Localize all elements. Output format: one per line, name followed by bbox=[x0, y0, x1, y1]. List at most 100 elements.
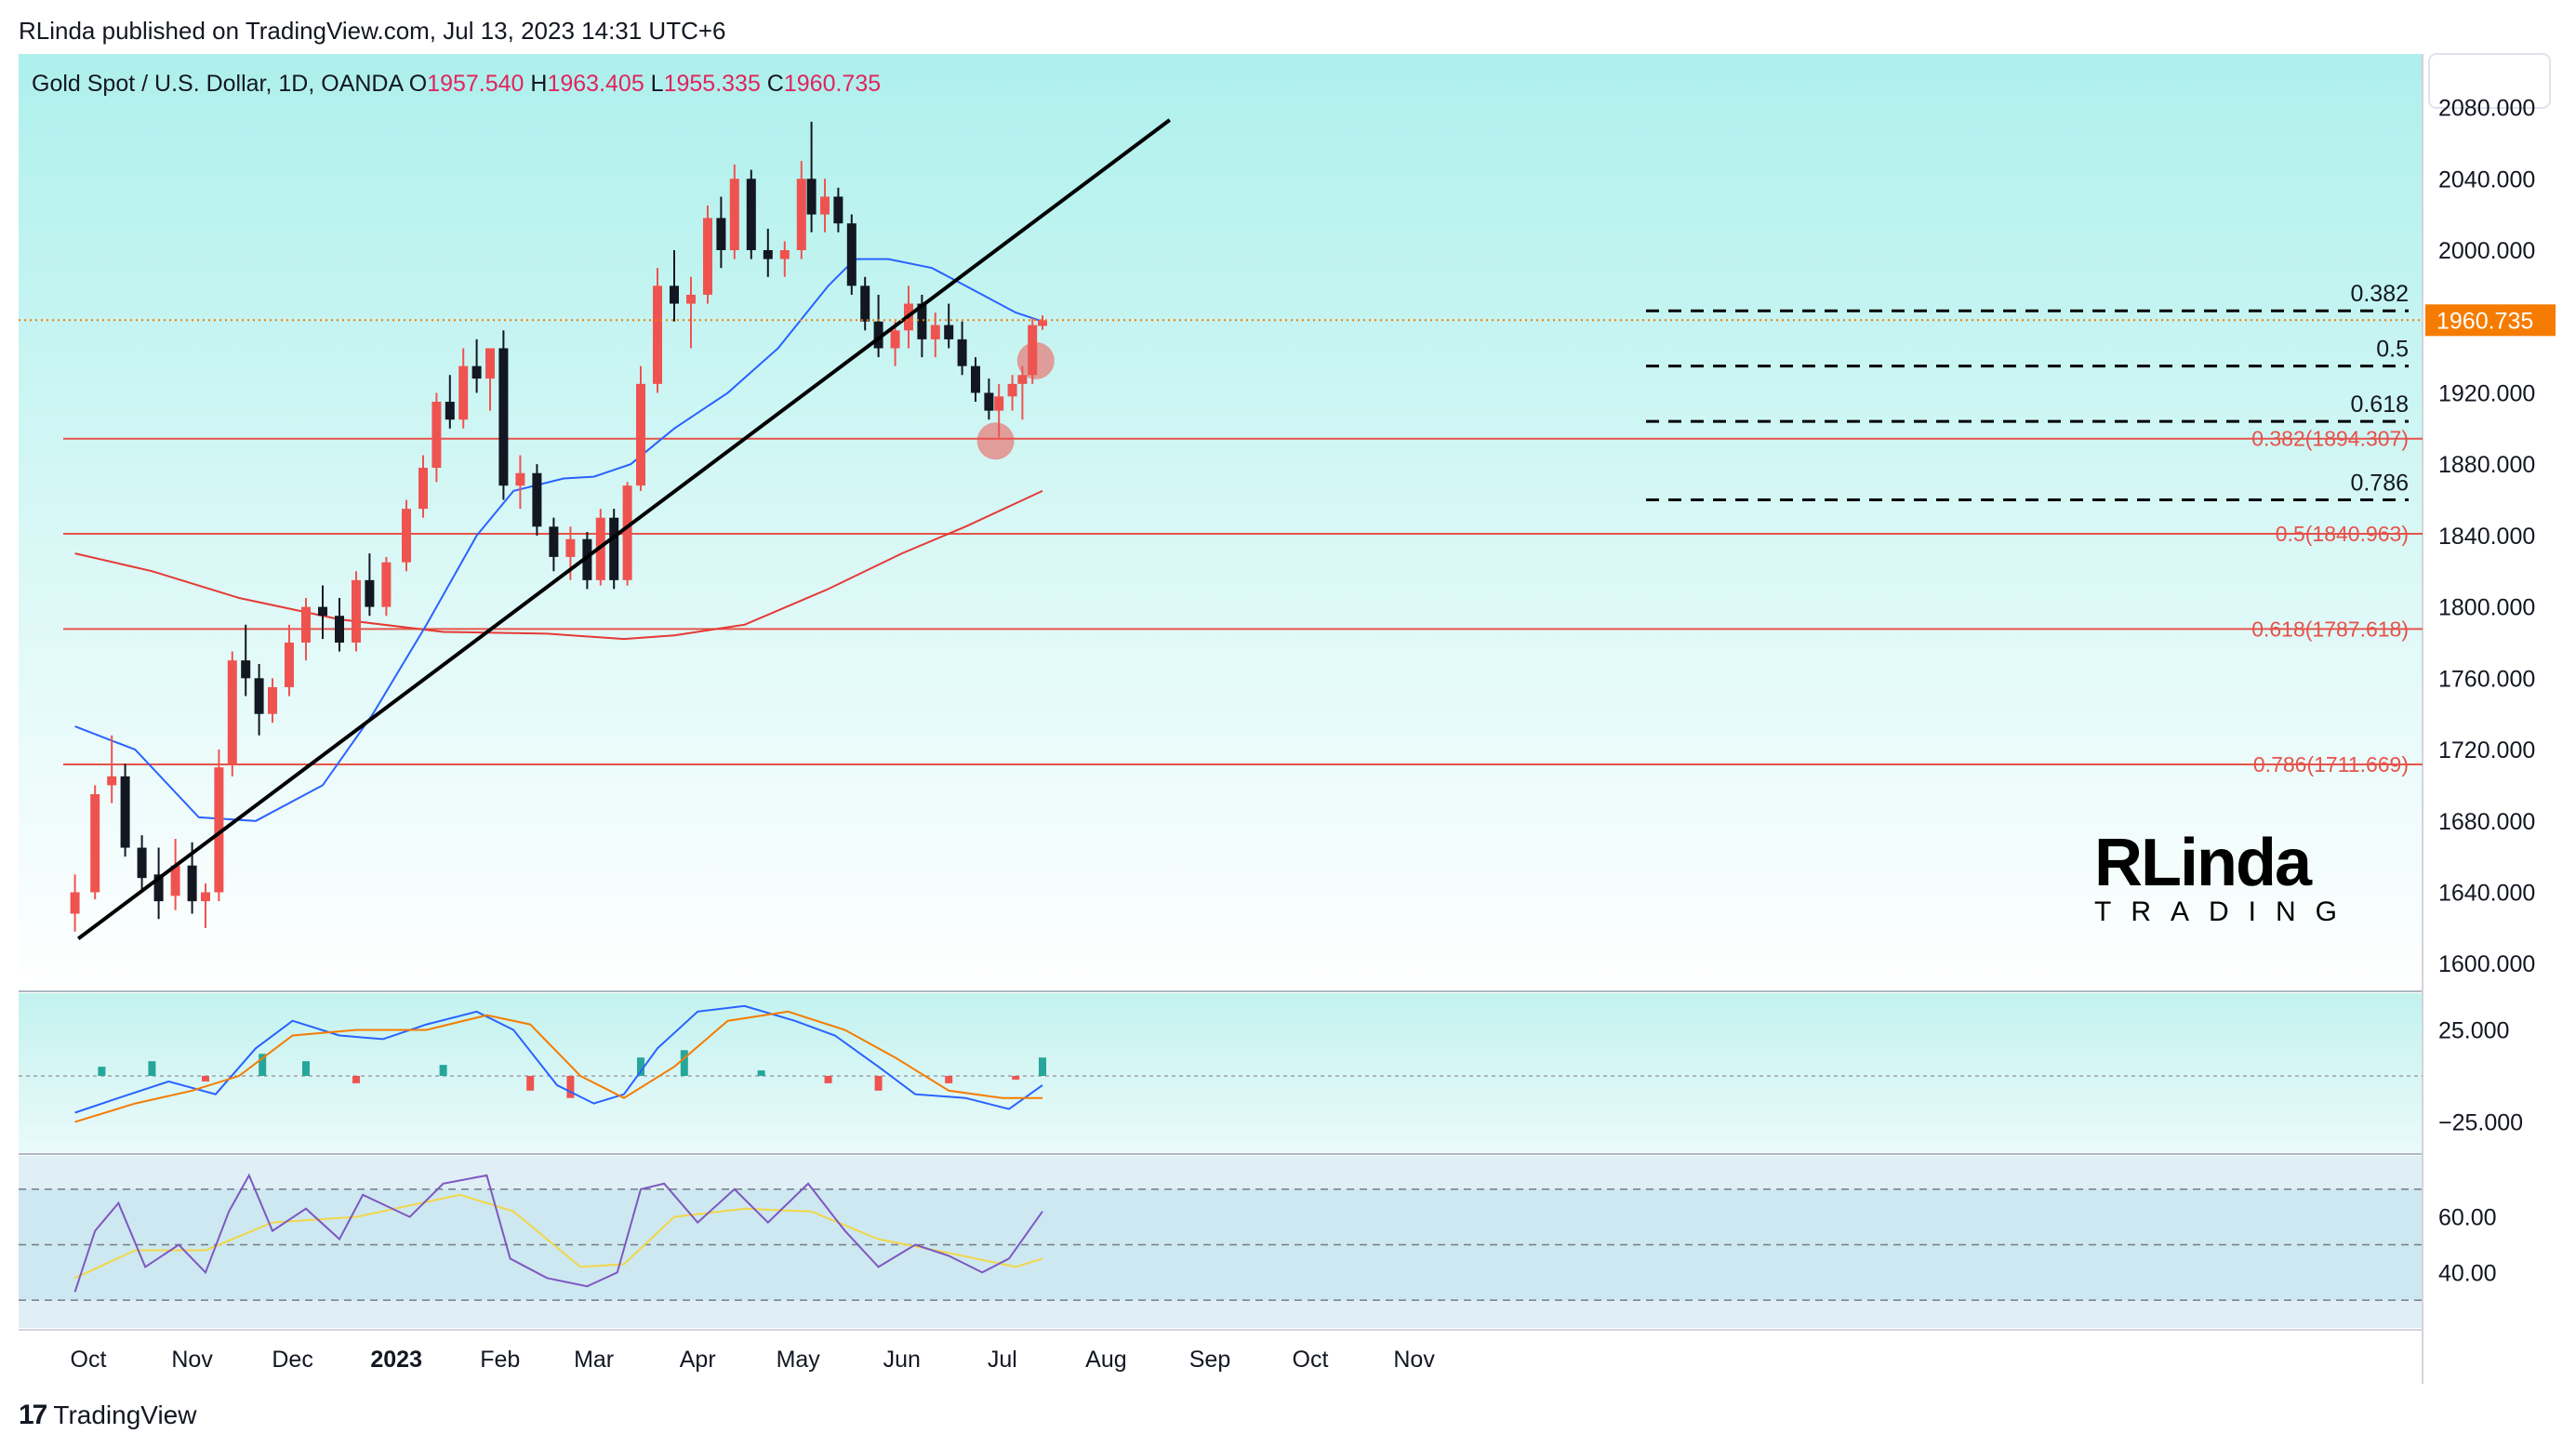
trendline-group[interactable] bbox=[76, 118, 1172, 940]
price-tick-label: 2080.000 bbox=[2438, 96, 2535, 122]
fib-level-label: 0.786(1711.669) bbox=[2253, 752, 2409, 777]
candle-body[interactable] bbox=[432, 402, 442, 468]
candle-body[interactable] bbox=[609, 517, 619, 580]
candle-body[interactable] bbox=[820, 196, 830, 215]
candle-body[interactable] bbox=[930, 325, 940, 339]
candle-body[interactable] bbox=[716, 218, 726, 250]
time-tick-label: Nov bbox=[1393, 1347, 1435, 1373]
candle-body[interactable] bbox=[170, 865, 180, 896]
candle-body[interactable] bbox=[565, 538, 576, 557]
footer-brand[interactable]: 17 TradingView bbox=[19, 1400, 196, 1431]
candle-body[interactable] bbox=[120, 776, 130, 848]
candle-body[interactable] bbox=[860, 285, 870, 322]
candle-body[interactable] bbox=[806, 179, 817, 215]
candle-body[interactable] bbox=[352, 579, 361, 643]
pivot-marker-low bbox=[976, 422, 1015, 460]
candle-body[interactable] bbox=[318, 606, 327, 617]
time-axis[interactable]: Oct Nov Dec 2023 Feb Mar Apr May Jun Jul Aug Sep Oct… bbox=[71, 1347, 1436, 1373]
candle-body[interactable] bbox=[498, 348, 509, 486]
candle-body[interactable] bbox=[890, 330, 900, 349]
ohlc-open: 1957.540 bbox=[427, 71, 530, 97]
candle-body[interactable] bbox=[365, 579, 375, 607]
price-tick-label: 2040.000 bbox=[2438, 166, 2535, 192]
macd-histogram-bar bbox=[202, 1075, 209, 1082]
candle-body[interactable] bbox=[703, 218, 712, 295]
macd-signal-line bbox=[74, 1010, 1042, 1123]
candle-body[interactable] bbox=[515, 472, 525, 486]
time-tick-label: Oct bbox=[71, 1347, 107, 1373]
candle-body[interactable] bbox=[582, 538, 592, 580]
candle-body[interactable] bbox=[70, 892, 80, 914]
candle-body[interactable] bbox=[763, 249, 773, 259]
time-tick-label: 2023 bbox=[370, 1347, 422, 1373]
candle-body[interactable] bbox=[549, 526, 559, 557]
candle-body[interactable] bbox=[957, 339, 967, 366]
candle-body[interactable] bbox=[418, 467, 428, 510]
candle-body[interactable] bbox=[445, 402, 455, 420]
candle-body[interactable] bbox=[746, 179, 756, 250]
candle-body[interactable] bbox=[944, 325, 954, 339]
candle-body[interactable] bbox=[917, 303, 927, 339]
candle-body[interactable] bbox=[833, 196, 843, 224]
time-tick-label: Jun bbox=[883, 1347, 921, 1373]
candle-body[interactable] bbox=[846, 223, 856, 286]
fib-retracement-group[interactable]: 0.382(1894.307) 0.5(1840.963) 0.618(1787.6… bbox=[63, 281, 2423, 777]
macd-histogram-bar bbox=[637, 1057, 644, 1076]
macd-histogram-bar bbox=[259, 1054, 267, 1076]
candle-body[interactable] bbox=[532, 472, 542, 527]
candle-body[interactable] bbox=[686, 294, 696, 304]
candle-body[interactable] bbox=[137, 847, 147, 879]
macd-pane-background bbox=[19, 993, 2423, 1153]
candle-body[interactable] bbox=[241, 660, 251, 679]
candle-body[interactable] bbox=[285, 642, 294, 687]
candle-body[interactable] bbox=[971, 365, 980, 393]
price-tick-label: 1640.000 bbox=[2438, 881, 2535, 907]
candle-body[interactable] bbox=[335, 616, 344, 643]
candle-body[interactable] bbox=[471, 365, 482, 379]
candle-body[interactable] bbox=[1007, 383, 1017, 397]
candle-body[interactable] bbox=[1017, 375, 1028, 384]
tradingview-logo-icon: 17 bbox=[19, 1400, 47, 1430]
candle-body[interactable] bbox=[622, 485, 632, 580]
candle-body[interactable] bbox=[187, 865, 197, 902]
price-axis[interactable]: 2080.0002040.0002000.0001960.0001920.000… bbox=[19, 96, 2556, 978]
ohlc-close: 1960.735 bbox=[784, 71, 881, 97]
candle-body[interactable] bbox=[1038, 320, 1047, 326]
macd-histogram-bar bbox=[302, 1061, 310, 1076]
rsi-pane[interactable]: 60.00 40.00 bbox=[19, 1173, 2497, 1301]
candle-body[interactable] bbox=[214, 767, 224, 893]
macd-histogram-bar bbox=[874, 1075, 883, 1091]
candle-body[interactable] bbox=[107, 776, 117, 786]
candle-body[interactable] bbox=[670, 285, 679, 304]
ema-fast-line bbox=[74, 258, 1043, 822]
candle-body[interactable] bbox=[796, 179, 806, 250]
candle-body[interactable] bbox=[227, 660, 237, 764]
macd-pane[interactable]: 25.000 −25.000 bbox=[19, 1004, 2523, 1136]
candle-body[interactable] bbox=[381, 562, 392, 607]
candle-body[interactable] bbox=[254, 678, 264, 714]
candle-body[interactable] bbox=[268, 686, 277, 714]
fib-minor-label: 0.382 bbox=[2350, 281, 2409, 307]
candle-body[interactable] bbox=[873, 321, 883, 349]
candle-body[interactable] bbox=[653, 285, 662, 384]
time-tick-label: Oct bbox=[1293, 1347, 1329, 1373]
time-tick-label: Sep bbox=[1189, 1347, 1230, 1373]
candle-body[interactable] bbox=[201, 892, 210, 902]
axis-settings-box[interactable] bbox=[2428, 53, 2551, 109]
candle-body[interactable] bbox=[729, 179, 739, 250]
footer-brand-text: TradingView bbox=[53, 1401, 197, 1429]
candle-body[interactable] bbox=[779, 249, 790, 259]
candle-body[interactable] bbox=[402, 509, 411, 563]
candle-body[interactable] bbox=[994, 396, 1004, 411]
candle-body[interactable] bbox=[636, 383, 645, 486]
candle-body[interactable] bbox=[485, 348, 495, 379]
price-tick-label: 1600.000 bbox=[2438, 951, 2535, 977]
candle-body[interactable] bbox=[90, 794, 100, 893]
time-tick-label: Nov bbox=[171, 1347, 213, 1373]
candle-body[interactable] bbox=[458, 365, 469, 420]
candle-body[interactable] bbox=[984, 392, 994, 411]
candle-body[interactable] bbox=[153, 874, 164, 902]
support-trendline[interactable] bbox=[76, 118, 1172, 940]
candle-body[interactable] bbox=[301, 606, 311, 643]
